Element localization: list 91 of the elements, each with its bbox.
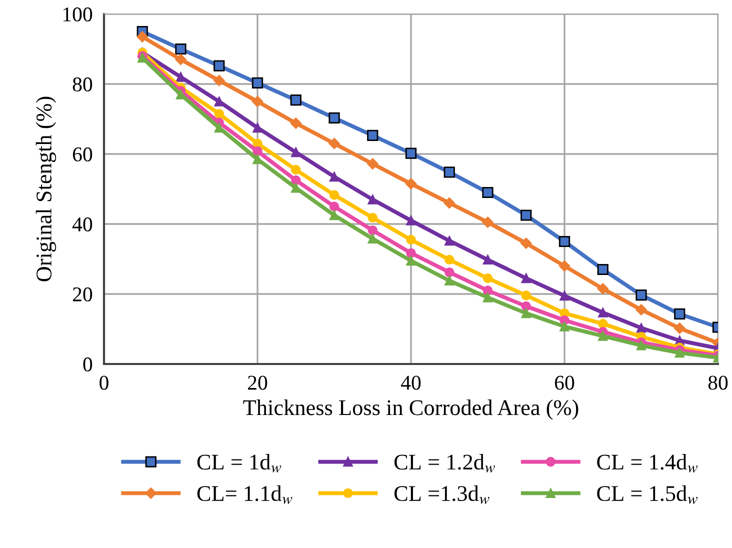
point [444, 254, 454, 265]
point [291, 175, 301, 186]
x-tick-label: 20 [248, 376, 268, 390]
point [214, 122, 224, 133]
point [252, 154, 262, 164]
point [175, 54, 186, 66]
point [214, 108, 224, 119]
point [444, 236, 454, 246]
point [368, 194, 378, 204]
legend-label: CL = 1.5d$_{w}$ [597, 485, 698, 504]
point [406, 234, 416, 245]
point [367, 130, 378, 142]
point [521, 301, 531, 312]
y-tick-label: 0 [83, 357, 92, 372]
point [482, 292, 493, 302]
point [329, 190, 340, 200]
point [175, 43, 186, 55]
point [674, 322, 686, 334]
point [482, 286, 493, 296]
y-tick-label: 100 [63, 7, 92, 22]
point [521, 273, 531, 284]
point [598, 331, 608, 341]
legend-label: CL =1.3d$_{w}$ [394, 485, 490, 504]
point [328, 112, 340, 124]
point [482, 216, 494, 228]
point [598, 318, 608, 329]
point [252, 77, 264, 89]
point [291, 147, 301, 158]
x-axis-title: Thickness Loss in Corroded Area (%) [243, 400, 578, 420]
y-tick-label: 40 [72, 217, 92, 232]
point [406, 216, 416, 226]
point [368, 212, 378, 223]
y-axis-title: Original Stength (%) [36, 96, 56, 282]
point [405, 148, 417, 159]
x-tick-label: 60 [554, 376, 574, 390]
legend-label: CL = 1.4d$_{w}$ [597, 454, 698, 473]
point [636, 340, 646, 350]
y-tick-label: 80 [72, 77, 92, 92]
point [291, 164, 301, 175]
point [329, 172, 340, 182]
point [290, 94, 302, 106]
point [406, 248, 416, 258]
legend-label: CL= 1.1d$_{w}$ [197, 485, 292, 504]
point [252, 96, 264, 108]
point [636, 289, 647, 301]
point [291, 183, 301, 193]
point [482, 254, 493, 265]
point [636, 323, 646, 333]
point [176, 72, 186, 82]
point [329, 210, 340, 220]
point [136, 31, 148, 42]
point [558, 260, 570, 272]
point [367, 158, 378, 170]
point [521, 290, 531, 300]
legend-label: CL = 1d$_{w}$ [197, 454, 282, 473]
x-tick-label: 80 [708, 376, 728, 390]
point [368, 225, 378, 236]
point [290, 118, 302, 129]
point [482, 186, 494, 198]
point [214, 74, 225, 86]
point [214, 96, 224, 106]
point [444, 197, 455, 209]
point [598, 308, 608, 318]
point [482, 273, 493, 284]
point [636, 304, 647, 316]
x-tick-label: 0 [100, 376, 108, 390]
point [329, 202, 340, 212]
point [328, 138, 340, 150]
y-tick-label: 60 [72, 147, 92, 162]
point [252, 146, 262, 156]
x-tick-label: 40 [400, 376, 421, 390]
point [252, 122, 262, 133]
point [444, 276, 454, 286]
point [674, 348, 684, 358]
point [560, 322, 570, 332]
point [520, 238, 532, 249]
point [520, 210, 532, 221]
point [444, 166, 455, 178]
point [214, 60, 225, 72]
point [560, 290, 570, 301]
point [405, 178, 417, 190]
point [444, 267, 454, 278]
legend-label: CL = 1.2d$_{w}$ [394, 454, 495, 473]
point [597, 264, 608, 276]
point [406, 256, 416, 266]
point [521, 308, 531, 318]
y-tick-label: 20 [72, 287, 92, 302]
point [368, 234, 378, 244]
point [597, 283, 608, 294]
point [674, 308, 686, 320]
point [558, 236, 570, 248]
